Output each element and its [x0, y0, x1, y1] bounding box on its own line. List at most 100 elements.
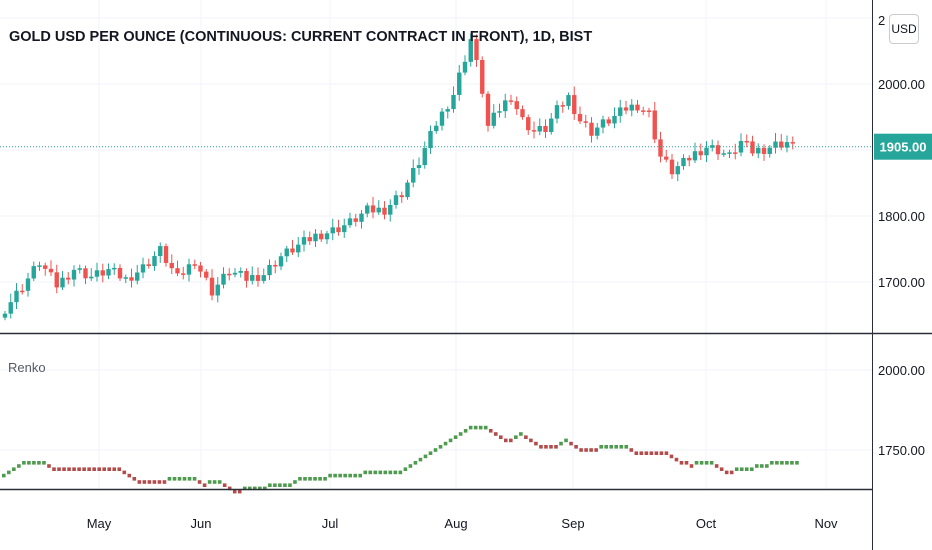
candle-body	[353, 218, 358, 222]
renko-brick	[32, 461, 36, 465]
renko-brick	[127, 473, 132, 478]
candle-body	[186, 264, 192, 275]
renko-brick	[328, 473, 332, 478]
candle-body	[71, 269, 77, 280]
renko-brick	[132, 477, 137, 481]
renko-brick	[453, 435, 458, 439]
candle-body	[8, 302, 13, 314]
renko-brick	[97, 467, 101, 471]
renko-brick	[785, 461, 789, 465]
renko-brick	[363, 470, 368, 475]
renko-brick	[348, 473, 352, 478]
candle-body	[428, 131, 433, 149]
candle-body	[405, 182, 410, 198]
renko-brick	[534, 441, 538, 446]
time-axis-tick-label: Nov	[814, 516, 838, 531]
candle-body	[480, 59, 485, 94]
renko-brick	[393, 470, 398, 475]
candle-body	[255, 275, 261, 281]
currency-unit-button[interactable]: USD	[889, 14, 919, 44]
candle-body	[376, 207, 381, 213]
renko-brick	[599, 445, 603, 449]
candle-body	[244, 271, 249, 281]
candle-body	[382, 207, 387, 215]
renko-brick	[187, 477, 192, 481]
candle-body	[25, 278, 31, 291]
renko-price-axis[interactable]: 1750.00 2000.00	[878, 363, 925, 458]
renko-brick	[418, 457, 423, 462]
renko-brick	[107, 467, 112, 471]
candle-body	[273, 264, 278, 267]
renko-brick	[147, 480, 152, 484]
candle-body	[215, 284, 220, 296]
candle-body	[324, 233, 330, 240]
candle-body	[296, 244, 301, 253]
candle-body	[623, 107, 629, 111]
renko-brick	[448, 438, 453, 443]
renko-brick	[142, 480, 147, 484]
candle-body	[261, 275, 266, 281]
renko-brick	[413, 461, 418, 465]
renko-brick	[368, 470, 373, 475]
time-axis-tick-label: Aug	[444, 516, 467, 531]
chart-title: GOLD USD PER OUNCE (CONTINUOUS: CURRENT …	[9, 29, 592, 45]
candle-body	[232, 272, 238, 275]
candle-body	[336, 227, 341, 233]
renko-brick	[298, 477, 302, 481]
candle-body	[94, 270, 100, 277]
renko-brick	[664, 451, 669, 455]
renko-brick	[719, 467, 724, 471]
renko-brick	[57, 467, 61, 471]
renko-brick	[7, 470, 11, 475]
renko-brick	[488, 429, 493, 433]
candle-body	[307, 237, 312, 242]
last-price-tag: 1905.00	[874, 133, 932, 160]
renko-brick	[443, 441, 448, 446]
candle-body	[669, 159, 675, 175]
candle-body	[508, 100, 514, 102]
renko-brick	[358, 473, 363, 478]
time-axis[interactable]: May Jun Jul Aug Sep Oct Nov	[87, 516, 838, 531]
renko-brick	[780, 461, 784, 465]
renko-brick	[318, 477, 322, 481]
renko-brick	[22, 461, 26, 465]
candle-body	[284, 248, 289, 257]
candle-body	[497, 111, 502, 113]
renko-brick	[594, 448, 598, 452]
renko-brick	[303, 477, 307, 481]
renko-brick	[202, 483, 207, 487]
main-price-axis[interactable]: 1700.00 1800.00 2000.00 2	[878, 13, 925, 290]
candle-body	[520, 109, 525, 118]
candle-body	[123, 277, 128, 279]
time-axis-tick-label: Oct	[696, 516, 717, 531]
candle-body	[152, 256, 157, 266]
candle-body	[721, 153, 726, 155]
candle-body	[560, 105, 565, 107]
renko-brick	[765, 464, 769, 468]
candle-body	[474, 39, 479, 60]
renko-brick	[232, 489, 237, 494]
candle-body	[301, 237, 307, 245]
renko-brick	[247, 486, 252, 491]
candle-body	[209, 277, 215, 296]
candle-body	[66, 277, 71, 280]
renko-brick	[714, 464, 719, 468]
candle-body	[537, 125, 542, 132]
candle-body	[635, 104, 640, 111]
candle-body	[445, 109, 450, 112]
time-axis-tick-label: May	[87, 516, 112, 531]
candle-body	[20, 290, 25, 293]
candle-body	[652, 110, 657, 140]
candle-body	[784, 142, 790, 148]
renko-brick	[283, 483, 287, 487]
renko-brick	[403, 467, 408, 471]
renko-brick	[167, 477, 172, 481]
renko-pane-bricks	[2, 425, 799, 494]
renko-brick	[112, 467, 117, 471]
renko-brick	[383, 470, 388, 475]
renko-brick	[624, 445, 629, 449]
candle-body	[572, 95, 577, 115]
renko-brick	[584, 448, 588, 452]
renko-pane-label: Renko	[8, 360, 46, 375]
